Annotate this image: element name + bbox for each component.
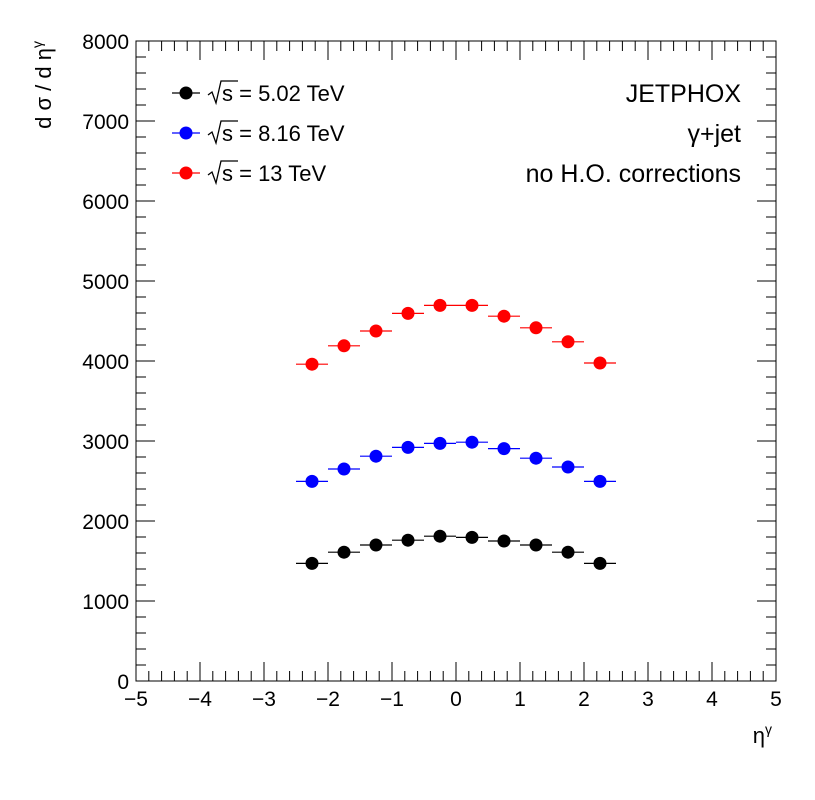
- data-point: [337, 545, 351, 559]
- legend-series-name: = 13 TeV: [233, 161, 326, 186]
- data-point: [561, 460, 575, 474]
- y-axis-title: d σ / d ηγ: [29, 41, 56, 129]
- data-point: [369, 449, 383, 463]
- data-point: [497, 309, 511, 323]
- y-tick-label: 5000: [82, 271, 129, 294]
- x-tick-label: 2: [578, 688, 590, 711]
- legend-label: s = 5.02 TeV: [222, 81, 345, 106]
- data-point: [465, 530, 479, 544]
- data-point: [433, 298, 447, 312]
- legend-label: s = 13 TeV: [222, 161, 326, 186]
- data-point: [497, 442, 511, 456]
- x-tick-label: 3: [642, 688, 654, 711]
- y-tick-label: 2000: [82, 511, 129, 534]
- x-tick-label: −4: [188, 688, 212, 711]
- x-axis-title: ηγ: [753, 721, 772, 748]
- legend-marker: [179, 86, 193, 100]
- data-point: [561, 335, 575, 349]
- data-point: [305, 556, 319, 570]
- x-tick-label: 4: [706, 688, 718, 711]
- data-point: [305, 357, 319, 371]
- x-tick-label: 5: [770, 688, 782, 711]
- data-point: [433, 529, 447, 543]
- axis-ticks: [135, 40, 777, 682]
- annotation-generator: JETPHOX: [626, 80, 742, 108]
- data-point: [529, 538, 543, 552]
- legend-sqrt-arg: s: [222, 81, 233, 106]
- series-2: [296, 435, 616, 488]
- legend-marker: [179, 166, 193, 180]
- x-tick-label: −5: [124, 688, 148, 711]
- x-tick-labels: −5 −4 −3 −2 −1 0 1 2 3 4 5: [124, 688, 782, 711]
- data-point: [529, 321, 543, 335]
- data-point: [593, 356, 607, 370]
- legend-sqrt-arg: s: [222, 161, 233, 186]
- data-marks: [296, 298, 616, 570]
- y-tick-label: 6000: [82, 191, 129, 214]
- legend-item-2: s = 8.16 TeV: [172, 120, 345, 146]
- data-point: [337, 462, 351, 476]
- data-point: [433, 436, 447, 450]
- x-tick-label: −3: [252, 688, 276, 711]
- data-point: [593, 556, 607, 570]
- series-1: [296, 529, 616, 570]
- legend-item-1: s = 5.02 TeV: [172, 80, 345, 106]
- data-point: [465, 298, 479, 312]
- data-point: [305, 474, 319, 488]
- x-tick-label: −1: [380, 688, 404, 711]
- legend-series-name: = 8.16 TeV: [233, 121, 345, 146]
- legend-marker: [179, 126, 193, 140]
- annotation-corrections: no H.O. corrections: [526, 160, 741, 188]
- y-tick-labels: 0 1000 2000 3000 4000 5000 6000 7000 8000: [82, 31, 129, 694]
- x-tick-label: 1: [514, 688, 526, 711]
- series-3: [296, 298, 616, 371]
- legend-sqrt-arg: s: [222, 121, 233, 146]
- data-point: [369, 538, 383, 552]
- annotation-process: γ+jet: [687, 120, 741, 148]
- y-tick-label: 7000: [82, 111, 129, 134]
- data-point: [593, 474, 607, 488]
- y-tick-label: 1000: [82, 591, 129, 614]
- sqrt-symbol: [207, 120, 238, 146]
- legend-series-name: = 5.02 TeV: [233, 81, 345, 106]
- y-tick-label: 0: [117, 671, 129, 694]
- data-point: [401, 306, 415, 320]
- legend-label: s = 8.16 TeV: [222, 121, 345, 146]
- data-point: [561, 545, 575, 559]
- x-tick-label: 0: [450, 688, 462, 711]
- legend-item-3: s = 13 TeV: [172, 160, 326, 186]
- sqrt-symbol: [207, 80, 238, 106]
- data-point: [369, 324, 383, 338]
- data-point: [529, 451, 543, 465]
- y-tick-label: 4000: [82, 351, 129, 374]
- data-point: [465, 435, 479, 449]
- data-point: [401, 440, 415, 454]
- y-tick-label: 3000: [82, 431, 129, 454]
- data-point: [401, 533, 415, 547]
- data-point: [497, 534, 511, 548]
- data-point: [337, 339, 351, 353]
- y-tick-label: 8000: [82, 31, 129, 54]
- sqrt-symbol: [207, 160, 238, 186]
- x-tick-label: −2: [316, 688, 340, 711]
